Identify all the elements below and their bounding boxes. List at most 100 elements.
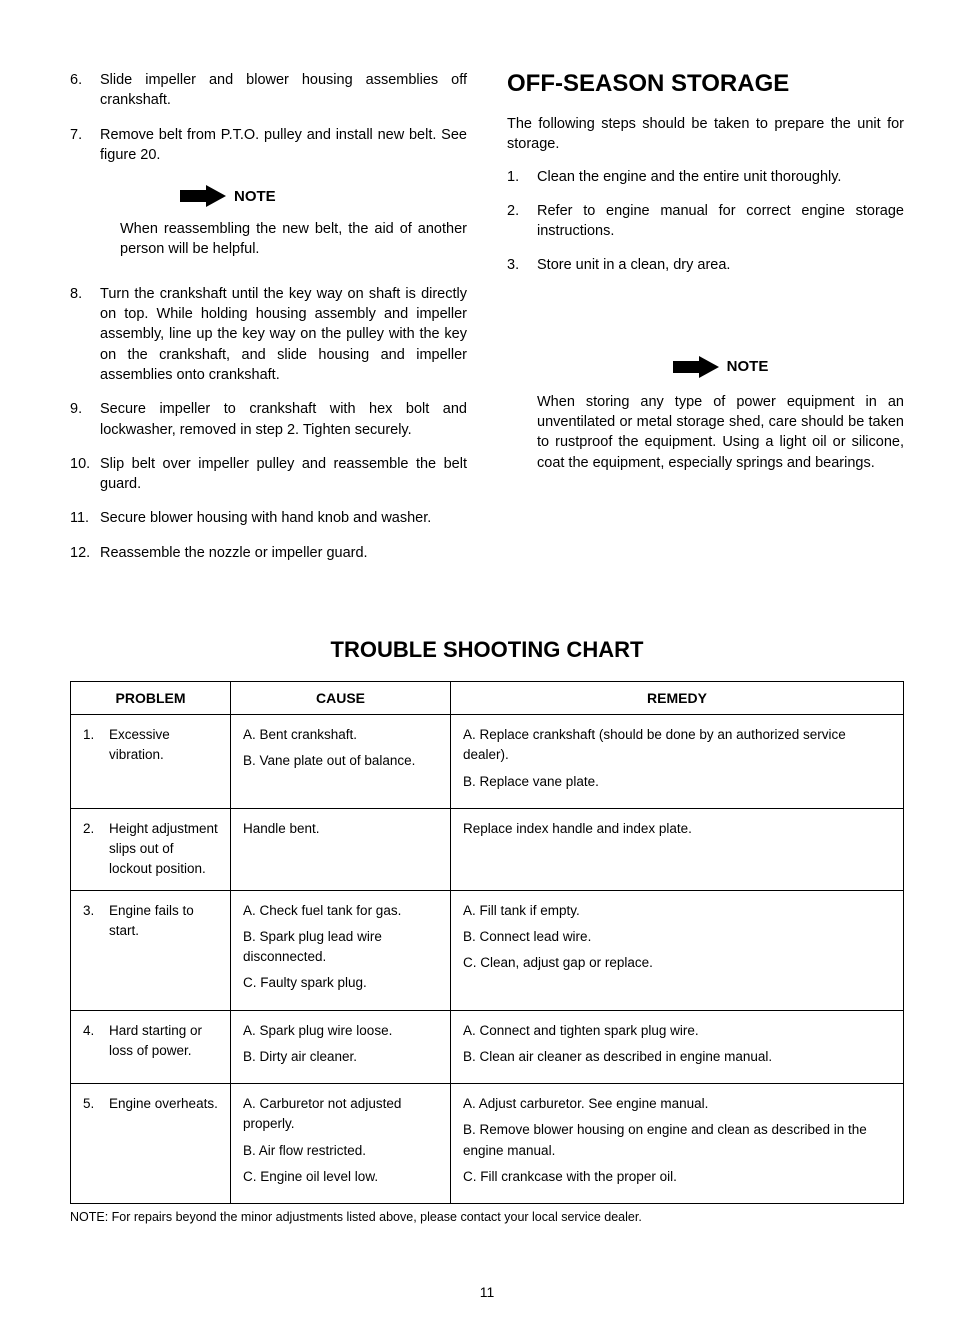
problem-number: 1. <box>83 725 109 766</box>
table-row: 4.Hard starting or loss of power.A. Spar… <box>71 1010 904 1084</box>
remedy-cell: A. Adjust carburetor. See engine manual.… <box>451 1084 904 1204</box>
problem-text: Engine overheats. <box>109 1094 218 1114</box>
list-text: Slip belt over impeller pulley and reass… <box>100 454 467 495</box>
list-text: Refer to engine manual for correct engin… <box>537 201 904 242</box>
cause-cell: A. Check fuel tank for gas. B. Spark plug… <box>231 890 451 1010</box>
problem-text: Hard starting or loss of power. <box>109 1021 218 1062</box>
table-row: 5.Engine overheats.A. Carburetor not adj… <box>71 1084 904 1204</box>
remedy-line: B. Clean air cleaner as described in eng… <box>463 1047 891 1067</box>
list-item: 9. Secure impeller to crankshaft with he… <box>70 399 467 440</box>
cause-line: A. Check fuel tank for gas. <box>243 901 438 921</box>
note-text: When reassembling the new belt, the aid … <box>120 219 467 260</box>
note-header: NOTE <box>537 356 904 378</box>
list-item: 2. Refer to engine manual for correct en… <box>507 201 904 242</box>
problem-number: 5. <box>83 1094 109 1114</box>
cause-line: A. Spark plug wire loose. <box>243 1021 438 1041</box>
cause-cell: Handle bent. <box>231 808 451 890</box>
cause-cell: A. Carburetor not adjusted properly. B. A… <box>231 1084 451 1204</box>
two-column-layout: 6. Slide impeller and blower housing ass… <box>70 70 904 577</box>
problem-text: Height adjustment slips out of lockout p… <box>109 819 218 880</box>
cause-line: A. Carburetor not adjusted properly. <box>243 1094 438 1135</box>
problem-number: 4. <box>83 1021 109 1062</box>
table-row: 1.Excessive vibration.A. Bent crankshaft… <box>71 715 904 809</box>
arrow-right-icon <box>180 185 226 207</box>
cause-line: B. Dirty air cleaner. <box>243 1047 438 1067</box>
list-number: 3. <box>507 255 537 275</box>
note-block: NOTE When reassembling the new belt, the… <box>120 185 467 260</box>
cause-line: Handle bent. <box>243 819 438 839</box>
problem-text: Engine fails to start. <box>109 901 218 942</box>
list-text: Secure impeller to crankshaft with hex b… <box>100 399 467 440</box>
left-column: 6. Slide impeller and blower housing ass… <box>70 70 467 577</box>
remedy-line: A. Fill tank if empty. <box>463 901 891 921</box>
list-item: 6. Slide impeller and blower housing ass… <box>70 70 467 111</box>
remedy-cell: Replace index handle and index plate. <box>451 808 904 890</box>
list-text: Secure blower housing with hand knob and… <box>100 508 467 528</box>
remedy-cell: A. Fill tank if empty. B. Connect lead wi… <box>451 890 904 1010</box>
remedy-line: A. Replace crankshaft (should be done by… <box>463 725 891 766</box>
list-text: Slide impeller and blower housing assemb… <box>100 70 467 111</box>
section-heading: OFF-SEASON STORAGE <box>507 70 904 98</box>
remedy-line: B. Connect lead wire. <box>463 927 891 947</box>
remedy-line: C. Clean, adjust gap or replace. <box>463 953 891 973</box>
list-number: 6. <box>70 70 100 111</box>
cause-line: C. Faulty spark plug. <box>243 973 438 993</box>
problem-text: Excessive vibration. <box>109 725 218 766</box>
intro-text: The following steps should be taken to p… <box>507 114 904 155</box>
cause-cell: A. Spark plug wire loose. B. Dirty air cl… <box>231 1010 451 1084</box>
list-text: Clean the engine and the entire unit tho… <box>537 167 904 187</box>
remedy-line: B. Replace vane plate. <box>463 772 891 792</box>
list-item: 1. Clean the engine and the entire unit … <box>507 167 904 187</box>
remedy-line: B. Remove blower housing on engine and c… <box>463 1120 891 1161</box>
note-header: NOTE <box>180 185 467 207</box>
table-header-problem: PROBLEM <box>71 682 231 715</box>
note-label: NOTE <box>234 188 276 205</box>
note-block: NOTE When storing any type of power equi… <box>537 356 904 473</box>
right-column: OFF-SEASON STORAGE The following steps s… <box>507 70 904 577</box>
problem-cell: 5.Engine overheats. <box>71 1084 231 1204</box>
table-header-cause: CAUSE <box>231 682 451 715</box>
cause-cell: A. Bent crankshaft. B. Vane plate out of … <box>231 715 451 809</box>
problem-cell: 2.Height adjustment slips out of lockout… <box>71 808 231 890</box>
list-item: 7. Remove belt from P.T.O. pulley and in… <box>70 125 467 166</box>
problem-cell: 1.Excessive vibration. <box>71 715 231 809</box>
page: 6. Slide impeller and blower housing ass… <box>0 0 954 1330</box>
cause-line: B. Vane plate out of balance. <box>243 751 438 771</box>
list-number: 8. <box>70 284 100 385</box>
problem-cell: 4.Hard starting or loss of power. <box>71 1010 231 1084</box>
remedy-line: A. Connect and tighten spark plug wire. <box>463 1021 891 1041</box>
list-number: 12. <box>70 543 100 563</box>
cause-line: B. Spark plug lead wire disconnected. <box>243 927 438 968</box>
list-number: 11. <box>70 508 100 528</box>
note-label: NOTE <box>727 358 769 375</box>
list-number: 9. <box>70 399 100 440</box>
remedy-line: C. Fill crankcase with the proper oil. <box>463 1167 891 1187</box>
list-item: 10. Slip belt over impeller pulley and r… <box>70 454 467 495</box>
remedy-line: Replace index handle and index plate. <box>463 819 891 839</box>
problem-number: 3. <box>83 901 109 942</box>
note-text: When storing any type of power equipment… <box>537 392 904 473</box>
cause-line: A. Bent crankshaft. <box>243 725 438 745</box>
cause-line: C. Engine oil level low. <box>243 1167 438 1187</box>
list-number: 10. <box>70 454 100 495</box>
troubleshooting-heading: TROUBLE SHOOTING CHART <box>70 637 904 663</box>
troubleshooting-table: PROBLEM CAUSE REMEDY 1.Excessive vibrati… <box>70 681 904 1204</box>
page-number: 11 <box>70 1284 904 1300</box>
list-item: 11. Secure blower housing with hand knob… <box>70 508 467 528</box>
remedy-cell: A. Connect and tighten spark plug wire. B… <box>451 1010 904 1084</box>
remedy-line: A. Adjust carburetor. See engine manual. <box>463 1094 891 1114</box>
list-number: 2. <box>507 201 537 242</box>
table-footnote: NOTE: For repairs beyond the minor adjus… <box>70 1210 904 1224</box>
arrow-right-icon <box>673 356 719 378</box>
cause-line: B. Air flow restricted. <box>243 1141 438 1161</box>
table-row: 2.Height adjustment slips out of lockout… <box>71 808 904 890</box>
list-text: Remove belt from P.T.O. pulley and insta… <box>100 125 467 166</box>
list-text: Turn the crankshaft until the key way on… <box>100 284 467 385</box>
list-number: 1. <box>507 167 537 187</box>
remedy-cell: A. Replace crankshaft (should be done by… <box>451 715 904 809</box>
problem-number: 2. <box>83 819 109 880</box>
problem-cell: 3.Engine fails to start. <box>71 890 231 1010</box>
table-header-remedy: REMEDY <box>451 682 904 715</box>
list-text: Store unit in a clean, dry area. <box>537 255 904 275</box>
list-item: 12. Reassemble the nozzle or impeller gu… <box>70 543 467 563</box>
